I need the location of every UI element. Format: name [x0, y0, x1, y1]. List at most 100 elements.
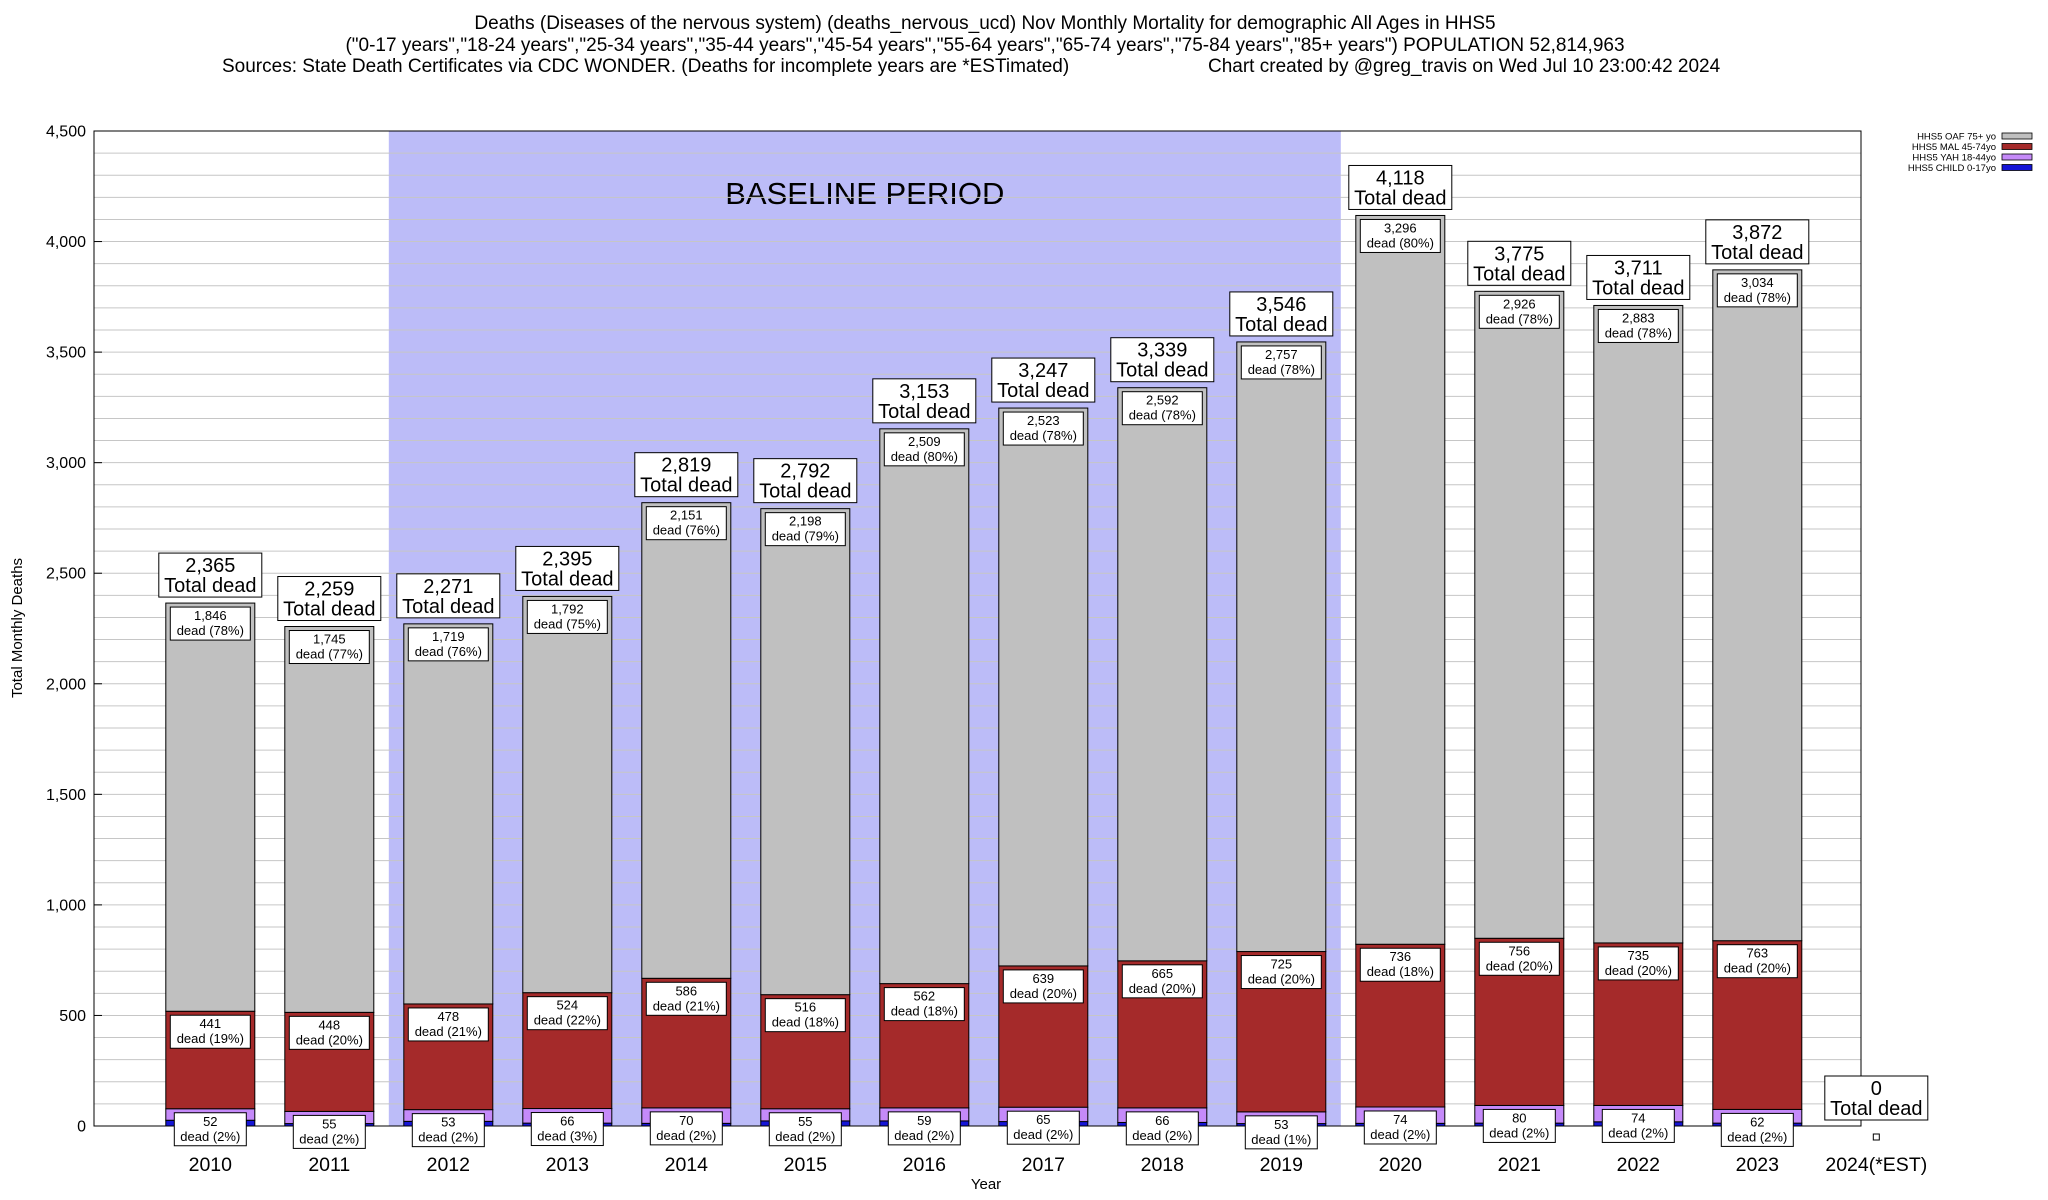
- x-axis: 2010 2011 2012 2013 2014 2015 2016 2017 2018 2019…: [189, 1154, 1928, 1176]
- segment-percent-label: dead (2%): [299, 1131, 359, 1146]
- segment-value-label: 2,592: [1146, 393, 1179, 408]
- segment-percent-label: dead (2%): [1489, 1125, 1549, 1140]
- segment-label-hhs5-mal-45-74yo-2022: 735dead (20%): [1598, 947, 1678, 980]
- segment-label-hhs5-mal-45-74yo-2012: 478dead (21%): [408, 1008, 488, 1041]
- segment-value-label: 55: [798, 1114, 812, 1129]
- segment-value-label: 80: [1512, 1110, 1526, 1125]
- segment-value-label: 55: [322, 1116, 336, 1131]
- segment-label-hhs5-yah-18-44yo-2023: 62dead (2%): [1721, 1113, 1793, 1146]
- x-tick-label: 2010: [189, 1154, 233, 1176]
- segment-value-label: 736: [1389, 949, 1411, 964]
- total-value-label: 3,247: [1018, 360, 1068, 382]
- segment-percent-label: dead (2%): [1013, 1127, 1073, 1142]
- y-tick-label: 1,000: [46, 897, 86, 914]
- segment-value-label: 74: [1631, 1110, 1645, 1125]
- y-tick-label: 3,500: [46, 345, 86, 362]
- segment-value-label: 59: [917, 1113, 931, 1128]
- total-dead-text: Total dead: [1473, 263, 1565, 285]
- legend-item-hhs5-yah-18-44yo: HHS5 YAH 18-44yo: [1912, 152, 2032, 163]
- bar-segment-hhs5-oaf-75-yo-2012: [404, 624, 493, 1004]
- x-axis-title: Year: [971, 1176, 1001, 1193]
- segment-label-hhs5-mal-45-74yo-2023: 763dead (20%): [1717, 945, 1797, 978]
- chart: Deaths (Diseases of the nervous system) …: [0, 0, 2048, 1200]
- segment-value-label: 2,883: [1622, 310, 1655, 325]
- x-tick-label: 2022: [1617, 1154, 1660, 1176]
- bar-segment-hhs5-oaf-75-yo-2015: [761, 509, 850, 995]
- segment-label-hhs5-mal-45-74yo-2021: 756dead (20%): [1479, 942, 1559, 975]
- segment-percent-label: dead (2%): [180, 1129, 240, 1144]
- segment-value-label: 66: [1155, 1113, 1169, 1128]
- segment-value-label: 1,719: [432, 629, 465, 644]
- total-value-label: 0: [1871, 1078, 1882, 1100]
- bar-segment-hhs5-oaf-75-yo-2021: [1475, 291, 1564, 938]
- x-tick-label: 2019: [1260, 1154, 1303, 1176]
- bar-segment-hhs5-oaf-75-yo-2020: [1356, 215, 1445, 944]
- segment-value-label: 2,151: [670, 508, 703, 523]
- segment-label-hhs5-yah-18-44yo-2019: 53dead (1%): [1245, 1116, 1317, 1149]
- segment-percent-label: dead (77%): [296, 647, 363, 662]
- total-label-2019: 3,546Total dead: [1230, 292, 1333, 336]
- segment-label-hhs5-mal-45-74yo-2019: 725dead (20%): [1241, 956, 1321, 989]
- segment-percent-label: dead (2%): [894, 1128, 954, 1143]
- total-dead-text: Total dead: [1354, 187, 1446, 209]
- segment-label-hhs5-oaf-75-yo-2011: 1,745dead (77%): [289, 631, 369, 664]
- segment-percent-label: dead (80%): [1367, 235, 1434, 250]
- total-dead-text: Total dead: [1711, 242, 1803, 264]
- chart-title: Deaths (Diseases of the nervous system) …: [474, 13, 1495, 34]
- segment-label-hhs5-mal-45-74yo-2014: 586dead (21%): [646, 982, 726, 1015]
- segment-value-label: 65: [1036, 1112, 1050, 1127]
- bar-segment-hhs5-oaf-75-yo-2013: [523, 596, 612, 992]
- segment-percent-label: dead (2%): [1727, 1129, 1787, 1144]
- legend: HHS5 OAF 75+ yoHHS5 MAL 45-74yoHHS5 YAH …: [1908, 131, 2032, 174]
- segment-value-label: 1,792: [551, 601, 584, 616]
- total-label-2015: 2,792Total dead: [754, 459, 857, 503]
- segment-label-hhs5-mal-45-74yo-2011: 448dead (20%): [289, 1016, 369, 1049]
- x-tick-label: 2011: [308, 1154, 350, 1176]
- total-dead-text: Total dead: [1592, 277, 1684, 299]
- segment-percent-label: dead (78%): [1129, 408, 1196, 423]
- segment-value-label: 516: [794, 1000, 816, 1015]
- segment-percent-label: dead (22%): [534, 1013, 601, 1028]
- segment-label-hhs5-yah-18-44yo-2014: 70dead (2%): [650, 1112, 722, 1145]
- x-tick-label: 2023: [1736, 1154, 1779, 1176]
- legend-swatch: [2002, 144, 2032, 150]
- segment-label-hhs5-mal-45-74yo-2013: 524dead (22%): [527, 997, 607, 1030]
- baseline-period-label: BASELINE PERIOD: [725, 176, 1004, 211]
- chart-sources: Sources: State Death Certificates via CD…: [222, 56, 1069, 77]
- segment-percent-label: dead (2%): [1608, 1125, 1668, 1140]
- segment-percent-label: dead (20%): [1605, 963, 1672, 978]
- total-label-2023: 3,872Total dead: [1706, 220, 1809, 264]
- x-tick-label: 2012: [427, 1154, 470, 1176]
- x-tick-label: 2017: [1022, 1154, 1065, 1176]
- segment-percent-label: dead (19%): [177, 1031, 244, 1046]
- segment-value-label: 2,926: [1503, 296, 1536, 311]
- segment-percent-label: dead (78%): [1605, 325, 1672, 340]
- segment-value-label: 2,509: [908, 434, 941, 449]
- total-dead-text: Total dead: [1116, 360, 1208, 382]
- segment-label-hhs5-mal-45-74yo-2010: 441dead (19%): [170, 1015, 250, 1048]
- segment-percent-label: dead (2%): [656, 1128, 716, 1143]
- segment-label-hhs5-yah-18-44yo-2013: 66dead (3%): [531, 1113, 603, 1146]
- legend-item-hhs5-oaf-75-yo: HHS5 OAF 75+ yo: [1917, 131, 2032, 142]
- total-label-2017: 3,247Total dead: [992, 358, 1095, 402]
- segment-percent-label: dead (20%): [1248, 972, 1315, 987]
- segment-percent-label: dead (18%): [891, 1004, 958, 1019]
- y-tick-label: 4,500: [46, 124, 86, 141]
- segment-label-hhs5-oaf-75-yo-2016: 2,509dead (80%): [884, 433, 964, 466]
- segment-label-hhs5-oaf-75-yo-2022: 2,883dead (78%): [1598, 309, 1678, 342]
- segment-value-label: 441: [199, 1016, 221, 1031]
- bar-segment-hhs5-oaf-75-yo-2010: [166, 603, 255, 1011]
- legend-label: HHS5 CHILD 0-17yo: [1908, 163, 1996, 174]
- segment-value-label: 53: [1274, 1117, 1288, 1132]
- total-label-2014: 2,819Total dead: [635, 453, 738, 497]
- segment-percent-label: dead (20%): [1724, 961, 1791, 976]
